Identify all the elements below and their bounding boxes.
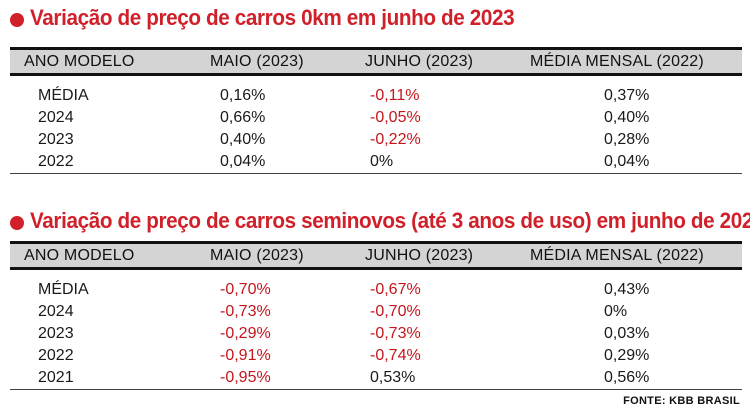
cell-maio: -0,95% [220,369,271,386]
header-ano-modelo: ANO MODELO [24,53,135,70]
cell-ano: MÉDIA [38,87,89,104]
table-header: ANO MODELO MAIO (2023) JUNHO (2023) MÉDI… [10,241,742,270]
cell-ano: 2024 [38,109,74,126]
section-title-row: Variação de preço de carros seminovos (a… [0,203,750,239]
cell-media: 0,40% [604,109,650,126]
table-row: 2024 0,66% -0,05% 0,40% [10,107,742,129]
cell-media: 0,03% [604,325,650,342]
cell-maio: 0,66% [220,109,266,126]
cell-ano: 2022 [38,153,74,170]
table-row: MÉDIA 0,16% -0,11% 0,37% [10,85,742,107]
cell-media: 0,04% [604,153,650,170]
cell-media: 0,56% [604,369,650,386]
cell-maio: -0,91% [220,347,271,364]
table-row: 2022 0,04% 0% 0,04% [10,151,742,173]
cell-maio: -0,73% [220,303,271,320]
table-row: 2021 -0,95% 0,53% 0,56% [10,367,742,389]
section-title: Variação de preço de carros seminovos (a… [30,208,750,233]
cell-media: 0,43% [604,281,650,298]
header-media-mensal: MÉDIA MENSAL (2022) [530,247,704,264]
cell-ano: 2023 [38,325,74,342]
cell-ano: 2024 [38,303,74,320]
cell-media: 0,28% [604,131,650,148]
cell-ano: 2022 [38,347,74,364]
cell-maio: 0,40% [220,131,266,148]
cell-junho: -0,05% [370,109,421,126]
header-maio: MAIO (2023) [210,247,304,264]
source-credit: FONTE: KBB BRASIL [623,395,740,407]
table-row: MÉDIA -0,70% -0,67% 0,43% [10,279,742,301]
section-0km: Variação de preço de carros 0km em junho… [0,0,750,174]
table-header: ANO MODELO MAIO (2023) JUNHO (2023) MÉDI… [10,47,742,76]
cell-junho: 0% [370,153,394,170]
cell-maio: -0,29% [220,325,271,342]
table-row: 2023 -0,29% -0,73% 0,03% [10,323,742,345]
cell-junho: -0,11% [370,87,420,104]
section-title: Variação de preço de carros 0km em junho… [30,5,515,30]
table-row: 2023 0,40% -0,22% 0,28% [10,129,742,151]
cell-media: 0,29% [604,347,650,364]
header-junho: JUNHO (2023) [365,247,474,264]
cell-ano: MÉDIA [38,281,89,298]
cell-junho: -0,22% [370,131,421,148]
cell-junho: -0,70% [370,303,421,320]
cell-maio: 0,16% [220,87,266,104]
section-seminovos: Variação de preço de carros seminovos (a… [0,203,750,390]
table-row: 2024 -0,73% -0,70% 0% [10,301,742,323]
cell-ano: 2023 [38,131,74,148]
header-maio: MAIO (2023) [210,53,304,70]
header-junho: JUNHO (2023) [365,53,474,70]
cell-junho: -0,67% [370,281,421,298]
cell-ano: 2021 [38,369,74,386]
cell-maio: -0,70% [220,281,271,298]
header-media-mensal: MÉDIA MENSAL (2022) [530,53,704,70]
table-body: MÉDIA -0,70% -0,67% 0,43% 2024 -0,73% -0… [10,270,742,390]
table-row: 2022 -0,91% -0,74% 0,29% [10,345,742,367]
cell-media: 0% [604,303,628,320]
red-bullet-icon [10,216,24,230]
red-bullet-icon [10,13,24,27]
cell-junho: 0,53% [370,369,416,386]
header-ano-modelo: ANO MODELO [24,247,135,264]
cell-media: 0,37% [604,87,650,104]
cell-maio: 0,04% [220,153,266,170]
price-table: ANO MODELO MAIO (2023) JUNHO (2023) MÉDI… [10,241,742,390]
price-table: ANO MODELO MAIO (2023) JUNHO (2023) MÉDI… [10,47,742,174]
table-body: MÉDIA 0,16% -0,11% 0,37% 2024 0,66% -0,0… [10,76,742,174]
cell-junho: -0,73% [370,325,421,342]
section-title-row: Variação de preço de carros 0km em junho… [0,0,750,36]
cell-junho: -0,74% [370,347,421,364]
